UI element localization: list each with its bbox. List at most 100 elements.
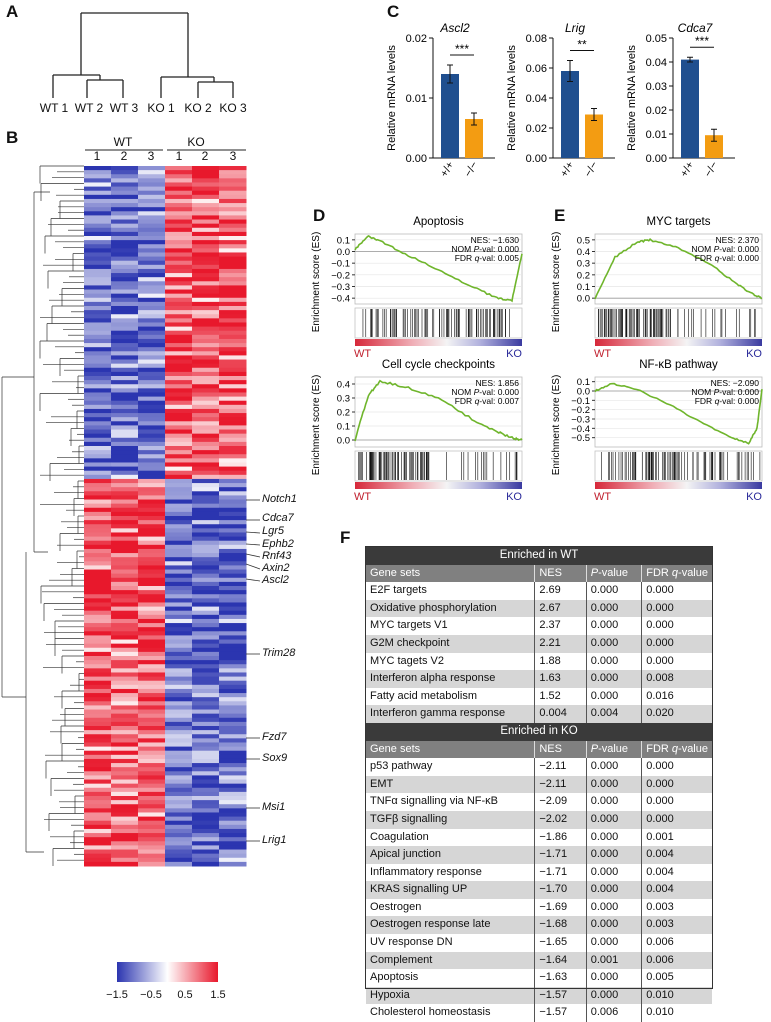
y-tick-label: 0.08 — [526, 33, 547, 45]
wt-cell: 1.63 — [534, 670, 587, 688]
gsea-title: NF-κB pathway — [639, 359, 718, 371]
gsea-nom-pval: NOM P-val: 0.000 — [451, 244, 519, 254]
row-dendrogram — [1, 165, 84, 866]
ko-cell: 0.000 — [586, 828, 643, 847]
gsea-title: Apoptosis — [413, 216, 464, 228]
wt-cell: Interferon gamma response — [366, 705, 536, 723]
gene-label-lgr5: Lgr5 — [262, 525, 285, 537]
col-header-fdr: FDR q-value — [641, 564, 712, 583]
wt-cell: Interferon alpha response — [366, 670, 536, 688]
y-axis-label: Relative mRNA levels — [506, 45, 518, 151]
gsea-nom-pval: NOM P-val: 0.000 — [451, 387, 519, 397]
ko-cell: Oestrogen — [366, 898, 536, 917]
table-row: MYC tagets V2 1.88 0.000 0.000 — [366, 652, 712, 671]
colorbar-tick-4: 1.5 — [210, 989, 225, 1001]
table-row: Interferon alpha response 1.63 0.000 0.008 — [366, 670, 712, 688]
gsea-plot-area — [594, 233, 763, 305]
table-section-ko: Enriched in KO — [366, 722, 712, 741]
x-tick-label: +/+ — [678, 160, 696, 180]
significance-stars: ** — [577, 38, 587, 52]
ko-cell: Complement — [366, 951, 536, 970]
gsea-y-tick-label: 0.4 — [337, 380, 350, 391]
bar-wt — [441, 74, 459, 158]
wt-cell: 0.016 — [646, 689, 674, 702]
ko-cell: −1.71 — [534, 863, 587, 882]
ko-cell: 0.000 — [586, 758, 643, 776]
gsea-plot-apoptosis: Apoptosis Enrichment score (ES) 0.10.0−0.1… — [311, 216, 523, 360]
gsea-ko-label: KO — [746, 491, 762, 503]
panel-label-c: C — [387, 2, 400, 21]
wt-cell: 0.000 — [586, 582, 643, 600]
gsea-y-tick-label: 0.1 — [577, 282, 590, 293]
dendro-leaf-wt3: WT 3 — [110, 101, 139, 115]
table-row: p53 pathway −2.11 0.000 0.000 — [366, 758, 712, 776]
wt-cell: 2.67 — [534, 599, 587, 618]
gsea-nom-pval: NOM P-val: 0.000 — [691, 244, 759, 254]
gsea-y-tick-label: −0.4 — [571, 424, 590, 435]
ko-cell: Oestrogen response late — [366, 916, 536, 935]
heatmap-col-2: 2 — [121, 149, 128, 163]
gsea-y-tick-label: −0.2 — [571, 405, 590, 416]
table-row: Oestrogen response late −1.68 0.000 0.003 — [366, 916, 712, 935]
ko-cell: 0.006 — [586, 1004, 643, 1022]
gsea-y-tick-label: 0.5 — [577, 235, 590, 246]
ko-cell: −1.71 — [534, 846, 587, 864]
ko-cell: UV response DN — [366, 934, 536, 952]
ko-cell: −2.09 — [534, 793, 587, 811]
ko-cell: 0.001 — [646, 830, 674, 843]
bar-ko — [465, 119, 483, 158]
gsea-title: Cell cycle checkpoints — [382, 359, 495, 371]
wt-cell: 0.000 — [641, 599, 712, 618]
colorbar-tick-1: −1.5 — [106, 989, 128, 1001]
ko-cell: Hypoxia — [366, 986, 536, 1005]
gsea-rank-bar — [595, 482, 762, 489]
bar-wt — [561, 71, 579, 158]
wt-cell: 0.000 — [586, 634, 643, 653]
gsea-y-tick-label: −0.2 — [331, 270, 350, 281]
gsea-y-tick-label: 0.3 — [337, 394, 350, 405]
gsea-nes: NES: 1.856 — [476, 378, 520, 388]
table-row: Oxidative phosphorylation 2.67 0.000 0.000 — [366, 599, 712, 618]
wt-cell: 0.000 — [646, 654, 674, 667]
gsea-wt-label: WT — [594, 491, 611, 503]
gsea-y-tick-label: 0.2 — [337, 408, 350, 419]
gene-label-trim28: Trim28 — [262, 647, 296, 659]
ko-cell: −1.64 — [534, 951, 587, 970]
x-tick-label: +/+ — [438, 160, 456, 180]
wt-cell: 1.52 — [534, 687, 587, 706]
gsea-fdr-qval: FDR q-val: 0.005 — [455, 253, 520, 263]
bar-ko — [705, 135, 723, 158]
error-bar — [471, 112, 477, 126]
table-row: KRAS signalling UP −1.70 0.000 0.004 — [366, 881, 712, 899]
wt-cell: 0.000 — [646, 584, 674, 597]
heatmap-colorbar: −1.5 −0.5 0.5 1.5 — [106, 962, 226, 1001]
wt-cell: E2F targets — [366, 582, 536, 600]
ko-cell: 0.000 — [586, 846, 643, 864]
significance-stars: *** — [455, 42, 469, 56]
gsea-y-tick-label: 0.0 — [577, 294, 590, 305]
ko-cell: −1.65 — [534, 934, 587, 952]
ko-cell: 0.006 — [641, 951, 712, 970]
table-row: Oestrogen −1.69 0.000 0.003 — [366, 898, 712, 917]
heatmap-group-wt: WT — [114, 135, 133, 149]
gsea-y-tick-label: 0.0 — [337, 247, 350, 258]
ko-cell: 0.000 — [586, 969, 643, 987]
table-row: E2F targets 2.69 0.000 0.000 — [366, 582, 712, 600]
dendro-leaf-ko2: KO 2 — [184, 101, 212, 115]
gsea-nes: NES: 2.370 — [716, 235, 760, 245]
y-tick-label: 0.01 — [406, 93, 427, 105]
bar-wt — [681, 59, 699, 158]
y-tick-label: 0.04 — [646, 57, 667, 69]
heatmap-figure: WT KO 1 2 3 1 2 3 — [1, 135, 247, 867]
table-row: Cholesterol homeostasis −1.57 0.006 0.010 — [366, 1004, 712, 1022]
col-header-pvalue: P-value — [586, 564, 643, 583]
error-bar — [567, 60, 573, 82]
gsea-fdr-qval: FDR q-val: 0.000 — [695, 253, 760, 263]
gene-label-ascl2: Ascl2 — [262, 574, 289, 586]
ko-cell: Apoptosis — [366, 969, 536, 987]
gsea-ko-label: KO — [506, 348, 522, 360]
col-header-pvalue: P-value — [586, 740, 643, 759]
wt-cell: MYC targets V1 — [366, 617, 536, 635]
table-row: MYC targets V1 2.37 0.000 0.000 — [366, 617, 712, 635]
gsea-y-tick-label: 0.2 — [577, 270, 590, 281]
